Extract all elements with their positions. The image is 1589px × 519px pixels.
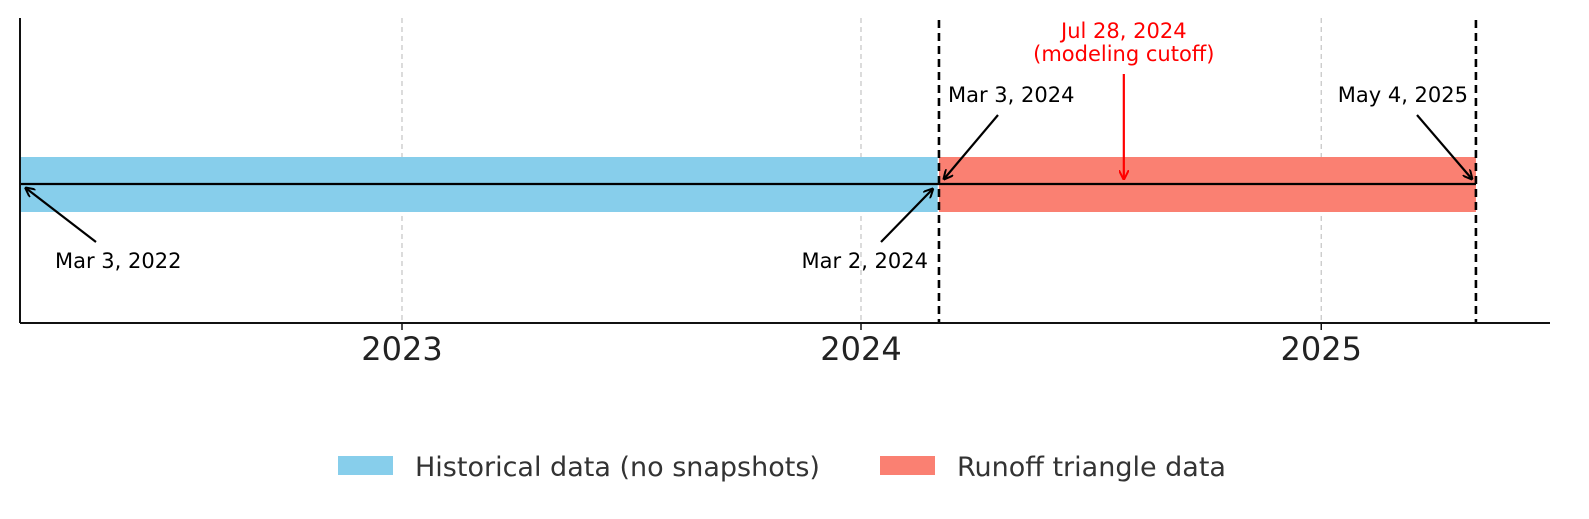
grid-lines [401,18,1322,323]
annotation-start: Mar 3, 2022 [26,188,181,273]
legend: Historical data (no snapshots) Runoff tri… [338,452,1226,483]
annotation-label: Mar 2, 2024 [802,249,928,273]
annotation-cutoff: Jul 28, 2024(modeling cutoff) [1033,19,1214,179]
annotation-hist-end: Mar 2, 2024 [802,189,933,273]
x-ticks: 2023 2024 2025 [361,323,1362,368]
x-tick-label: 2024 [820,330,901,368]
annotation-arrow [944,114,999,179]
legend-swatch [338,456,393,475]
legend-label: Runoff triangle data [957,452,1226,483]
vertical-markers [937,20,1478,323]
legend-swatch [880,456,935,475]
annotation-arrow [26,188,97,243]
x-tick-label: 2023 [361,330,442,368]
annotation-arrow [880,189,933,243]
x-tick-label: 2025 [1281,330,1362,368]
annotation-label: May 4, 2025 [1338,83,1468,107]
annotation-label: Jul 28, 2024 [1059,19,1187,43]
annotation-runoff-start: Mar 3, 2024 [944,83,1074,179]
annotation-arrow [1416,114,1472,179]
annotation-label: (modeling cutoff) [1033,42,1214,66]
annotation-runoff-end: May 4, 2025 [1338,83,1472,179]
annotation-label: Mar 3, 2024 [948,83,1074,107]
annotation-label: Mar 3, 2022 [55,249,181,273]
legend-item: Historical data (no snapshots) [338,452,820,483]
legend-item: Runoff triangle data [880,452,1226,483]
legend-label: Historical data (no snapshots) [415,452,820,483]
